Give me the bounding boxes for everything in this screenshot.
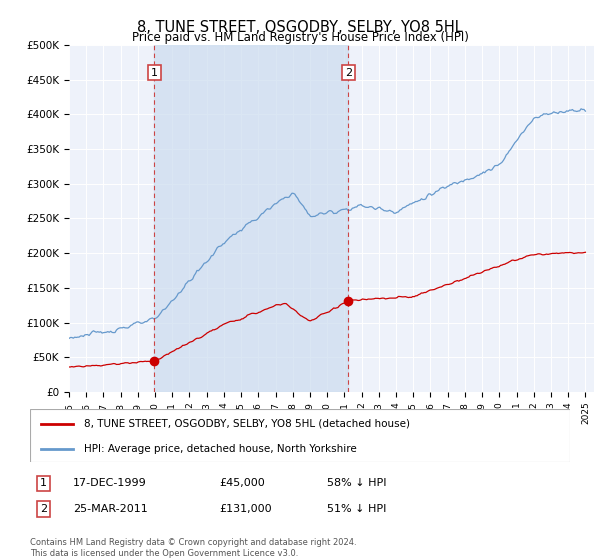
Text: 17-DEC-1999: 17-DEC-1999: [73, 478, 147, 488]
Text: 58% ↓ HPI: 58% ↓ HPI: [327, 478, 386, 488]
Text: £45,000: £45,000: [219, 478, 265, 488]
Text: 8, TUNE STREET, OSGODBY, SELBY, YO8 5HL (detached house): 8, TUNE STREET, OSGODBY, SELBY, YO8 5HL …: [84, 419, 410, 429]
Text: 51% ↓ HPI: 51% ↓ HPI: [327, 504, 386, 514]
Text: Contains HM Land Registry data © Crown copyright and database right 2024.
This d: Contains HM Land Registry data © Crown c…: [30, 538, 356, 558]
Text: 8, TUNE STREET, OSGODBY, SELBY, YO8 5HL: 8, TUNE STREET, OSGODBY, SELBY, YO8 5HL: [137, 20, 463, 35]
Text: 2: 2: [345, 68, 352, 78]
Text: 25-MAR-2011: 25-MAR-2011: [73, 504, 148, 514]
Bar: [154, 45, 349, 392]
Text: 1: 1: [40, 478, 47, 488]
Text: Price paid vs. HM Land Registry's House Price Index (HPI): Price paid vs. HM Land Registry's House …: [131, 31, 469, 44]
FancyBboxPatch shape: [30, 409, 570, 462]
Text: 2: 2: [40, 504, 47, 514]
Text: £131,000: £131,000: [219, 504, 272, 514]
Text: HPI: Average price, detached house, North Yorkshire: HPI: Average price, detached house, Nort…: [84, 444, 357, 454]
Text: 1: 1: [151, 68, 158, 78]
